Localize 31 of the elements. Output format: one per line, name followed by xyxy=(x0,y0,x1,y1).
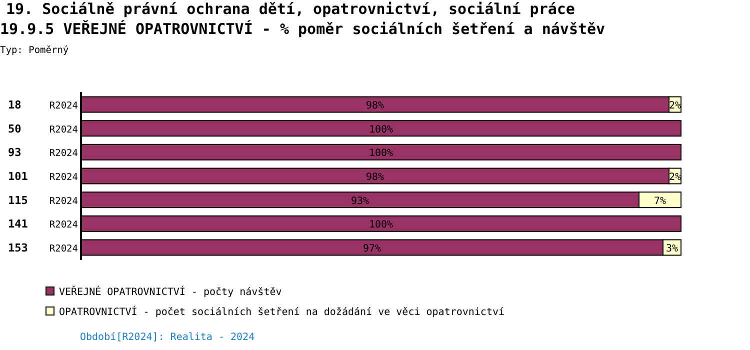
text: R2024 xyxy=(49,196,78,207)
text: Typ: Poměrný xyxy=(0,45,69,56)
y-tick-label: 153 xyxy=(8,241,28,254)
text: R2024 xyxy=(49,172,78,183)
data-label: 2% xyxy=(668,100,682,112)
text: R2024 xyxy=(49,220,78,231)
text: R2024 xyxy=(49,124,78,136)
legend-label: OPATROVNICTVÍ - počet sociálních šetření na dožádání ve věci opatrovnictví xyxy=(59,305,505,318)
legend-label: VEŘEJNÉ OPATROVNICTVÍ - počty návštěv xyxy=(59,285,282,298)
data-label: 100% xyxy=(368,124,394,136)
data-label: 98% xyxy=(366,100,384,112)
y-tick-label: 141 xyxy=(8,218,28,231)
data-label: 3% xyxy=(666,243,678,254)
data-label: 97% xyxy=(362,243,382,254)
data-label: 93% xyxy=(350,196,370,207)
data-label: 2% xyxy=(668,172,682,183)
y-tick-label: 50 xyxy=(8,122,22,136)
text: Období[R2024]: Realita - 2024 xyxy=(80,332,255,343)
y-tick-label: 18 xyxy=(8,98,22,112)
data-label: 100% xyxy=(368,148,394,160)
data-label: 100% xyxy=(368,220,394,231)
chart-subtitle: 19.9.5 VEŘEJNÉ OPATROVNICTVÍ - % poměr sociálních šetření a návštěv xyxy=(0,20,606,38)
text: R2024 xyxy=(49,148,78,160)
text: R2024 xyxy=(49,100,78,112)
y-tick-label: 93 xyxy=(8,146,22,160)
y-tick-label: 115 xyxy=(8,194,28,207)
y-tick-label: 101 xyxy=(8,170,28,183)
data-label: 98% xyxy=(366,172,384,183)
data-label: 7% xyxy=(654,196,666,207)
chart-title: 19. Sociálně právní ochrana dětí, opatrovnictví, sociální práce xyxy=(6,0,575,18)
text: R2024 xyxy=(49,243,78,254)
